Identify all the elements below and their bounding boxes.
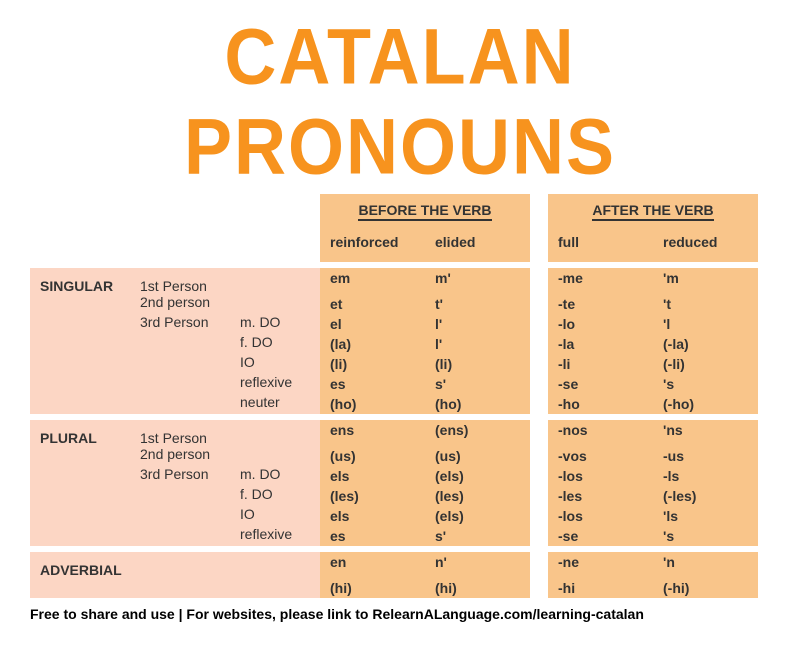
row-label: f. DO [30, 334, 320, 354]
cell: n' [425, 552, 530, 578]
header-reinforced: reinforced [320, 228, 425, 262]
cell: -us [653, 446, 758, 466]
cell: -li [548, 354, 653, 374]
person-label: 3rd Person [140, 314, 240, 334]
cell: els [320, 466, 425, 486]
footer-text: Free to share and use | For websites, pl… [30, 598, 770, 622]
row-label: f. DO [30, 486, 320, 506]
person-label: 1st Person [140, 420, 240, 446]
cell: (-ho) [653, 394, 758, 414]
cell: (la) [320, 334, 425, 354]
row-label: IO [30, 506, 320, 526]
row-label: 2nd person [30, 294, 320, 314]
cell: -se [548, 526, 653, 546]
row-label: 3rd Personm. DO [30, 466, 320, 486]
cell: -te [548, 294, 653, 314]
sub3-label: f. DO [240, 486, 330, 506]
cell: -ne [548, 552, 653, 578]
cell: es [320, 526, 425, 546]
cell: em [320, 268, 425, 294]
cell: ens [320, 420, 425, 446]
cell: (els) [425, 466, 530, 486]
cell: -la [548, 334, 653, 354]
header-full: full [548, 228, 653, 262]
cell: (hi) [425, 578, 530, 598]
cell: (les) [320, 486, 425, 506]
row-label: ADVERBIAL [30, 552, 320, 578]
cell: -vos [548, 446, 653, 466]
cell: (li) [425, 354, 530, 374]
cell: en [320, 552, 425, 578]
sub3-label: neuter [240, 394, 330, 414]
cell: 'm [653, 268, 758, 294]
cell: (-les) [653, 486, 758, 506]
person-label: 2nd person [140, 446, 240, 466]
cell: (us) [320, 446, 425, 466]
cell: -los [548, 466, 653, 486]
row-label: neuter [30, 394, 320, 414]
row-label: reflexive [30, 526, 320, 546]
cell: (hi) [320, 578, 425, 598]
page-title: CATALAN PRONOUNS [30, 12, 770, 192]
cell: et [320, 294, 425, 314]
row-label: IO [30, 354, 320, 374]
cell: s' [425, 526, 530, 546]
cell: -les [548, 486, 653, 506]
row-label: PLURAL 1st Person [30, 420, 320, 446]
sub3-label: IO [240, 506, 330, 526]
cell: m' [425, 268, 530, 294]
cell: s' [425, 374, 530, 394]
cell: -hi [548, 578, 653, 598]
cell: -ho [548, 394, 653, 414]
cell: (-la) [653, 334, 758, 354]
cell: -ls [653, 466, 758, 486]
person-label: 2nd person [140, 294, 240, 314]
cell: 's [653, 374, 758, 394]
header-before: BEFORE THE VERB [320, 194, 530, 228]
sub3-label: reflexive [240, 374, 330, 394]
cell: (els) [425, 506, 530, 526]
sub3-label: IO [240, 354, 330, 374]
cell: (les) [425, 486, 530, 506]
cell: 't [653, 294, 758, 314]
cell: 'ns [653, 420, 758, 446]
cell: (us) [425, 446, 530, 466]
row-label: SINGULAR 1st Person [30, 268, 320, 294]
cell: 's [653, 526, 758, 546]
cell: (-li) [653, 354, 758, 374]
cell: 'l [653, 314, 758, 334]
person-label: 3rd Person [140, 466, 240, 486]
sub3-label: m. DO [240, 314, 330, 334]
header-after: AFTER THE VERB [548, 194, 758, 228]
cell: l' [425, 314, 530, 334]
pronoun-table: BEFORE THE VERB AFTER THE VERB reinforce… [30, 194, 770, 598]
cell: el [320, 314, 425, 334]
sub3-label: reflexive [240, 526, 330, 546]
cell: es [320, 374, 425, 394]
cell: -los [548, 506, 653, 526]
sub3-label: m. DO [240, 466, 330, 486]
cell: (-hi) [653, 578, 758, 598]
row-label [30, 578, 320, 598]
row-label: 2nd person [30, 446, 320, 466]
cell: -se [548, 374, 653, 394]
cell: (li) [320, 354, 425, 374]
cell: (ens) [425, 420, 530, 446]
cell: 'ls [653, 506, 758, 526]
cell: l' [425, 334, 530, 354]
sub3-label: f. DO [240, 334, 330, 354]
cell: -lo [548, 314, 653, 334]
header-reduced: reduced [653, 228, 758, 262]
cell: 'n [653, 552, 758, 578]
row-label: 3rd Personm. DO [30, 314, 320, 334]
cell: -nos [548, 420, 653, 446]
cell: els [320, 506, 425, 526]
cell: t' [425, 294, 530, 314]
person-label: 1st Person [140, 268, 240, 294]
row-label: reflexive [30, 374, 320, 394]
header-elided: elided [425, 228, 530, 262]
cell: (ho) [425, 394, 530, 414]
cell: -me [548, 268, 653, 294]
cell: (ho) [320, 394, 425, 414]
